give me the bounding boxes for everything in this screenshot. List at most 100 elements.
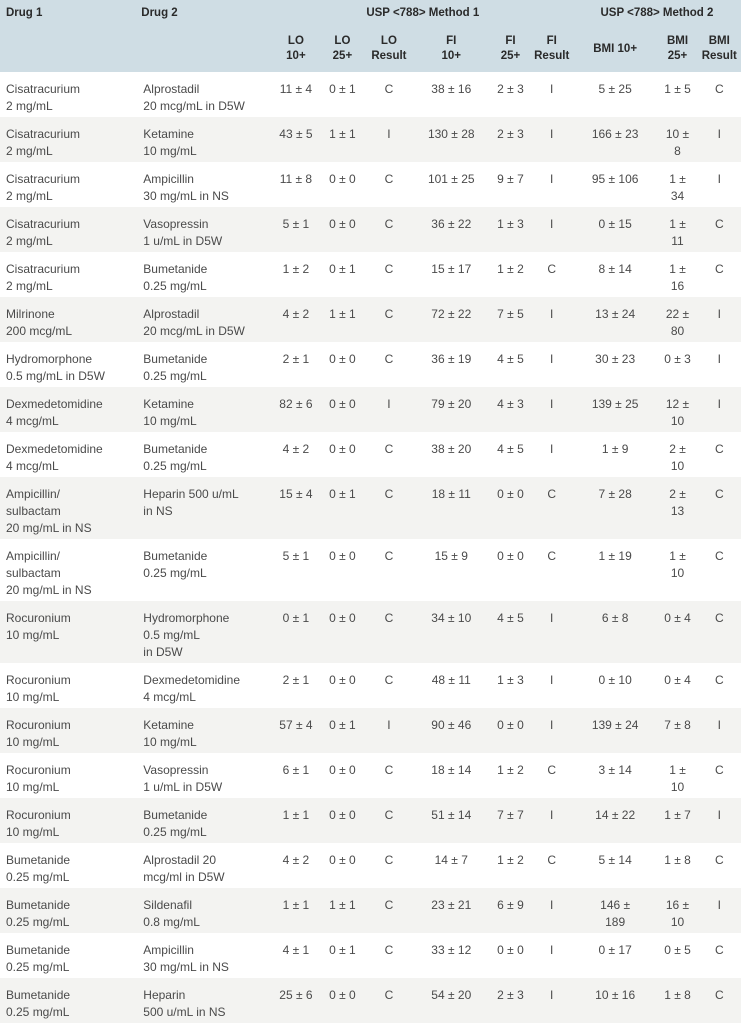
cell-fir: I — [550, 217, 554, 231]
cell-line: 500 u/mL in NS — [143, 1005, 226, 1019]
table-row: Rocuronium 10 mg/mL Hydromorphone 0.5 mg/mL… — [0, 601, 741, 663]
cell-line: 2 mg/mL — [6, 144, 53, 158]
cell-bmi25: 1 ± 10 — [657, 753, 697, 798]
cell-lor: C — [384, 673, 394, 687]
cell-fi25: 1 ± 3 — [490, 207, 530, 252]
cell-line: Dexmedetomidine — [6, 397, 103, 411]
cell-bmi25: 0 ± 3 — [657, 342, 697, 387]
cell-lo25: 0 ± 0 — [319, 843, 366, 888]
cell-line: Bumetanide — [6, 943, 71, 957]
cell-fi25: 4 ± 5 — [490, 342, 530, 387]
cell-d1: Cisatracurium 2 mg/mL — [0, 207, 135, 252]
cell-fir: I — [550, 442, 554, 456]
cell-d1: Cisatracurium 2 mg/mL — [0, 117, 135, 162]
cell-line: 1 ± 1 — [282, 898, 310, 912]
cell-line: 4 ± 5 — [497, 611, 524, 625]
cell-lo10: 2 ± 1 — [273, 663, 320, 708]
cell-lo25: 0 ± 0 — [319, 798, 366, 843]
cell-fi25: 7 ± 5 — [490, 297, 530, 342]
cell-line: 34 ± 10 — [431, 611, 472, 625]
cell-d2: Alprostadil 20 mcg/ml in D5W — [135, 843, 272, 888]
cell-bmi25: 2 ± 13 — [657, 477, 697, 539]
cell-line: Bumetanide — [143, 352, 208, 366]
cell-fi25: 1 ± 2 — [490, 252, 530, 297]
cell-line: 0 ± 10 — [598, 673, 632, 687]
cell-line: Rocuronium — [6, 673, 71, 687]
cell-lor: C — [384, 853, 394, 867]
cell-line: LO — [287, 35, 304, 47]
cell-line: 25 ± 6 — [279, 988, 313, 1002]
cell-d2: Ketamine 10 mg/mL — [135, 708, 272, 753]
cell-line: 1 ± 16 — [669, 262, 686, 293]
cell-line: 10 mg/mL — [143, 144, 197, 158]
cell-line: 15 ± 9 — [434, 549, 468, 563]
cell-line: Milrinone — [6, 307, 55, 321]
cell-line: Cisatracurium — [6, 217, 81, 231]
cell-line: 54 ± 20 — [431, 988, 472, 1002]
cell-bmi10: 139 ± 25 — [573, 387, 658, 432]
cell-lor: C — [384, 172, 394, 186]
cell-bmir: C — [714, 988, 724, 1002]
cell-lo25: 0 ± 1 — [319, 477, 366, 539]
cell-d1: Dexmedetomidine 4 mcg/mL — [0, 387, 135, 432]
header-lo10: LO 10+ — [272, 26, 320, 72]
cell-line: Result — [371, 50, 407, 62]
table-row: Ampicillin/sulbactam 20 mg/mL in NS Bumeta… — [0, 539, 741, 601]
cell-line: mcg/ml in D5W — [143, 870, 225, 884]
cell-line: 0.25 mg/mL — [143, 279, 207, 293]
cell-fi25: 7 ± 7 — [490, 798, 530, 843]
cell-line: 72 ± 22 — [431, 307, 472, 321]
cell-line: 10 mg/mL — [143, 735, 197, 749]
cell-line: 4 mcg/mL — [143, 690, 196, 704]
cell-d2: Vasopressin 1 u/mL in D5W — [135, 207, 272, 252]
cell-bmir: C — [714, 82, 724, 96]
cell-d1: Rocuronium 10 mg/mL — [0, 798, 135, 843]
cell-line: 0 ± 0 — [497, 718, 524, 732]
cell-line: 0 ± 0 — [329, 853, 356, 867]
table-row: Bumetanide 0.25 mg/mL Ampicillin 30 mg/mL i… — [0, 933, 741, 978]
cell-line: Ampicillin/ — [6, 487, 61, 501]
cell-line: 0 ± 17 — [598, 943, 632, 957]
cell-fi10: 36 ± 22 — [412, 207, 490, 252]
cell-line: 130 ± 28 — [427, 127, 475, 141]
cell-line: 5 ± 1 — [282, 217, 310, 231]
cell-line: 12 ± 10 — [665, 397, 690, 428]
cell-d1: Ampicillin/sulbactam 20 mg/mL in NS — [0, 477, 135, 539]
cell-lo25: 0 ± 0 — [319, 432, 366, 477]
cell-bmi25: 1 ± 10 — [657, 539, 697, 601]
cell-d1: Rocuronium 10 mg/mL — [0, 708, 135, 753]
header-method2: USP <788> Method 2 — [572, 0, 741, 26]
cell-line: 1 ± 1 — [329, 898, 356, 912]
cell-line: Bumetanide — [6, 853, 71, 867]
cell-line: 4 ± 2 — [282, 307, 310, 321]
cell-line: 1 ± 2 — [497, 262, 524, 276]
cell-fi25: 9 ± 7 — [490, 162, 530, 207]
cell-line: Bumetanide — [6, 898, 71, 912]
cell-line: 10 mg/mL — [6, 825, 60, 839]
cell-d1: Rocuronium 10 mg/mL — [0, 663, 135, 708]
header-bmi-result: BMI Result — [697, 26, 741, 72]
cell-line: LO — [334, 35, 351, 47]
cell-line: 2 ± 3 — [497, 127, 524, 141]
cell-line: 95 ± 106 — [591, 172, 639, 186]
cell-line: 1 ± 1 — [329, 127, 356, 141]
cell-fir: C — [547, 262, 557, 276]
cell-line: Ketamine — [143, 397, 194, 411]
cell-bmir: C — [714, 217, 724, 231]
header-lo25: LO 25+ — [319, 26, 366, 72]
cell-line: 0 ± 5 — [664, 943, 691, 957]
cell-line: 10+ — [441, 50, 462, 62]
cell-line: BMI — [708, 35, 730, 47]
table-row: Rocuronium 10 mg/mL Vasopressin 1 u/mL in D… — [0, 753, 741, 798]
cell-bmi10: 14 ± 22 — [573, 798, 658, 843]
cell-line: 1 ± 5 — [664, 82, 691, 96]
cell-lo10: 4 ± 2 — [273, 432, 320, 477]
header-method1: USP <788> Method 1 — [272, 0, 573, 26]
cell-line: 2 mg/mL — [6, 234, 53, 248]
cell-bmir: I — [717, 352, 721, 366]
cell-d1: Bumetanide 0.25 mg/mL — [0, 888, 135, 933]
cell-line: Rocuronium — [6, 763, 71, 777]
cell-fir: I — [550, 943, 554, 957]
cell-line: Bumetanide — [143, 808, 208, 822]
cell-line: 7 ± 7 — [497, 808, 524, 822]
